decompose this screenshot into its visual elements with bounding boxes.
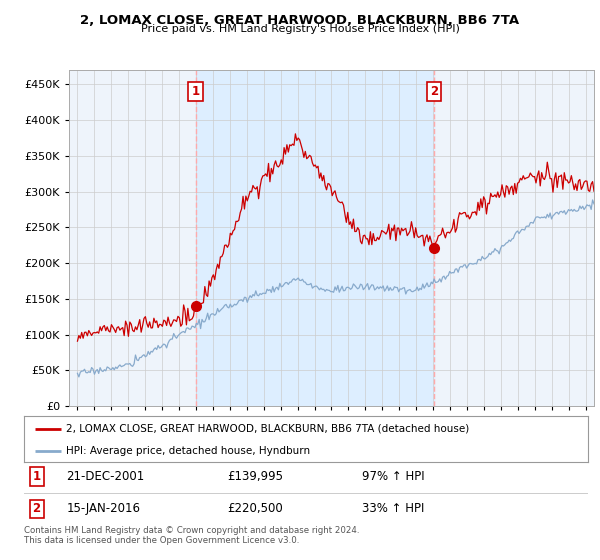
Text: 2, LOMAX CLOSE, GREAT HARWOOD, BLACKBURN, BB6 7TA: 2, LOMAX CLOSE, GREAT HARWOOD, BLACKBURN… <box>80 14 520 27</box>
Text: 2: 2 <box>430 85 438 98</box>
Text: This data is licensed under the Open Government Licence v3.0.: This data is licensed under the Open Gov… <box>24 536 299 545</box>
Text: 21-DEC-2001: 21-DEC-2001 <box>66 469 145 483</box>
Text: 1: 1 <box>191 85 200 98</box>
Text: 1: 1 <box>32 469 41 483</box>
Bar <box>196 70 434 406</box>
Text: Price paid vs. HM Land Registry's House Price Index (HPI): Price paid vs. HM Land Registry's House … <box>140 24 460 34</box>
Text: 2, LOMAX CLOSE, GREAT HARWOOD, BLACKBURN, BB6 7TA (detached house): 2, LOMAX CLOSE, GREAT HARWOOD, BLACKBURN… <box>66 424 470 434</box>
Text: 2: 2 <box>32 502 41 516</box>
Text: HPI: Average price, detached house, Hyndburn: HPI: Average price, detached house, Hynd… <box>66 446 310 455</box>
Text: 97% ↑ HPI: 97% ↑ HPI <box>362 469 425 483</box>
Text: 15-JAN-2016: 15-JAN-2016 <box>66 502 140 516</box>
Text: £139,995: £139,995 <box>227 469 283 483</box>
Text: 33% ↑ HPI: 33% ↑ HPI <box>362 502 425 516</box>
Text: £220,500: £220,500 <box>227 502 283 516</box>
Text: Contains HM Land Registry data © Crown copyright and database right 2024.: Contains HM Land Registry data © Crown c… <box>24 526 359 535</box>
